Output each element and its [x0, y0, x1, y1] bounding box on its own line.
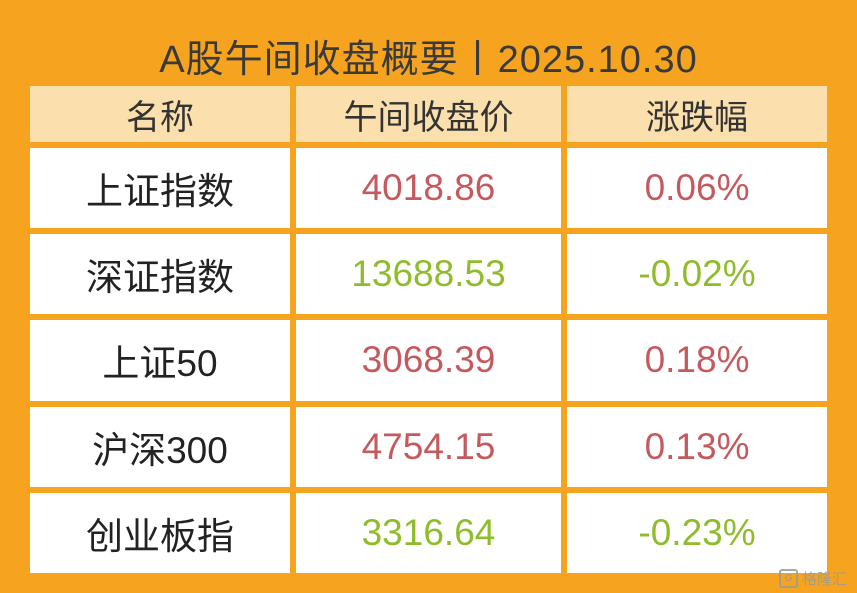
index-name-cell: 上证指数 — [30, 148, 290, 229]
index-name-cell: 深证指数 — [30, 234, 290, 315]
index-price-cell: 13688.53 — [295, 234, 562, 315]
index-price-cell: 3316.64 — [295, 492, 562, 573]
index-price-cell: 3068.39 — [295, 320, 562, 401]
index-name-cell: 沪深300 — [30, 406, 290, 487]
index-price-cell: 4754.15 — [295, 406, 562, 487]
index-name-cell: 上证50 — [30, 320, 290, 401]
index-price-cell: 4018.86 — [295, 148, 562, 229]
column-header-change: 涨跌幅 — [567, 86, 827, 142]
watermark: G 格隆汇 — [778, 568, 847, 589]
index-change-cell: 0.18% — [567, 320, 827, 401]
gelonghui-logo-icon: G — [778, 569, 798, 588]
watermark-label: 格隆汇 — [801, 571, 847, 588]
index-change-cell: 0.13% — [567, 406, 827, 487]
index-change-cell: 0.06% — [567, 148, 827, 229]
column-header-price: 午间收盘价 — [295, 86, 562, 142]
column-header-name: 名称 — [30, 86, 290, 142]
index-name-cell: 创业板指 — [30, 492, 290, 573]
market-table: 名称 午间收盘价 涨跌幅 上证指数 4018.86 0.06% 深证指数 136… — [30, 86, 827, 573]
index-change-cell: -0.02% — [567, 234, 827, 315]
index-change-cell: -0.23% — [567, 492, 827, 573]
page-title: A股午间收盘概要丨2025.10.30 — [159, 38, 698, 81]
